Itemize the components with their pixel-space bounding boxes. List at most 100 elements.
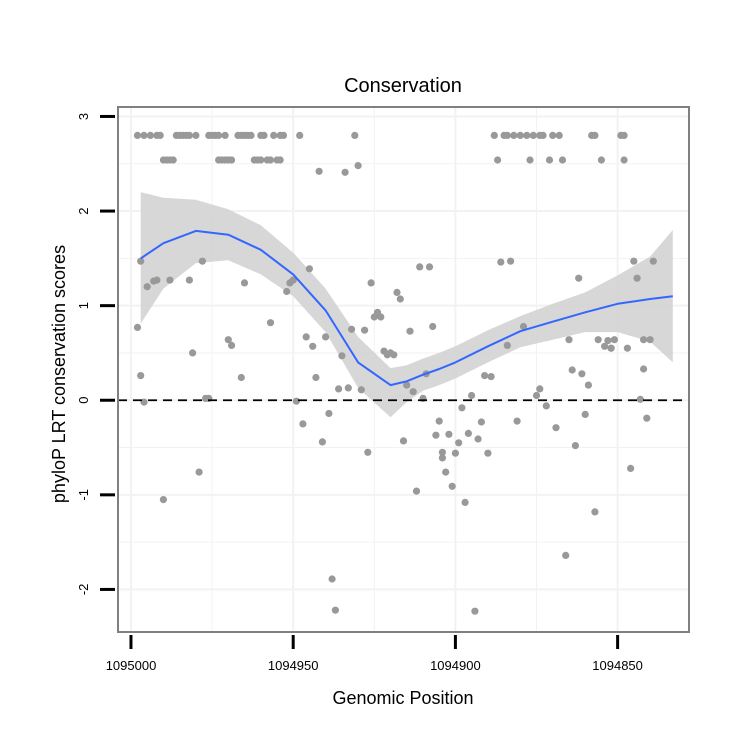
data-point [569,366,576,373]
y-tick-label: 1 [76,302,91,309]
data-point [604,337,611,344]
data-point [186,132,193,139]
data-point [283,288,290,295]
data-point [578,370,585,377]
y-axis-title: phyloP LRT conservation scores [49,245,69,503]
data-point [410,388,417,395]
data-point [484,450,491,457]
data-point [634,275,641,282]
data-point [621,132,628,139]
data-point [170,156,177,163]
chart-title: Conservation [344,75,462,97]
data-point [536,385,543,392]
data-point [137,372,144,379]
data-point [591,132,598,139]
data-point [549,132,556,139]
data-point [238,374,245,381]
data-point [400,437,407,444]
data-point [228,156,235,163]
data-point [650,258,657,265]
data-point [361,327,368,334]
data-point [452,450,459,457]
data-point [598,156,605,163]
data-point [270,132,277,139]
x-axis-title: Genomic Position [332,688,473,708]
data-point [429,323,436,330]
data-point [439,449,446,456]
data-point [546,156,553,163]
x-axis: 1095000 1094950 1094900 1094850 [106,635,643,673]
data-point [186,277,193,284]
data-point [319,438,326,445]
data-point [582,411,589,418]
data-point [393,289,400,296]
data-point [640,365,647,372]
data-point [348,326,355,333]
data-point [640,336,647,343]
data-point [260,132,267,139]
data-point [432,432,439,439]
data-point [329,575,336,582]
data-point [455,439,462,446]
data-point [303,333,310,340]
data-point [591,508,598,515]
data-point [556,132,563,139]
data-point [267,319,274,326]
data-point [491,132,498,139]
data-point [199,258,206,265]
data-point [497,259,504,266]
data-point [166,277,173,284]
data-point [647,336,654,343]
data-point [595,336,602,343]
data-point [514,418,521,425]
x-tick-label: 1094850 [592,658,643,673]
x-tick-label: 1095000 [106,658,157,673]
data-point [517,132,524,139]
data-point [196,469,203,476]
data-point [611,336,618,343]
data-point [426,263,433,270]
data-point [134,324,141,331]
data-point [442,469,449,476]
data-point [504,342,511,349]
data-point [630,258,637,265]
data-point [134,132,141,139]
data-point [338,352,345,359]
data-point [137,258,144,265]
data-point [449,483,456,490]
data-point [342,169,349,176]
data-point [559,156,566,163]
plot-panel [118,107,689,632]
data-point [526,156,533,163]
data-point [416,263,423,270]
data-point [413,488,420,495]
data-point [241,279,248,286]
data-point [280,132,287,139]
data-point [332,607,339,614]
data-point [322,333,329,340]
data-point [257,156,264,163]
data-point [565,336,572,343]
data-point [397,295,404,302]
data-point [510,132,517,139]
data-point [316,168,323,175]
data-point [293,398,300,405]
data-point [153,277,160,284]
data-point [494,156,501,163]
data-point [312,374,319,381]
data-point [530,132,537,139]
data-point [627,465,634,472]
data-point [624,345,631,352]
data-point [160,496,167,503]
data-point [552,424,559,431]
data-point [144,283,151,290]
data-point [585,382,592,389]
data-point [228,342,235,349]
data-point [562,552,569,559]
data-point [192,132,199,139]
data-point [471,608,478,615]
x-tick-label: 1094900 [430,658,481,673]
data-point [364,449,371,456]
y-axis: -2 -1 0 1 2 3 [76,113,115,595]
data-point [306,265,313,272]
